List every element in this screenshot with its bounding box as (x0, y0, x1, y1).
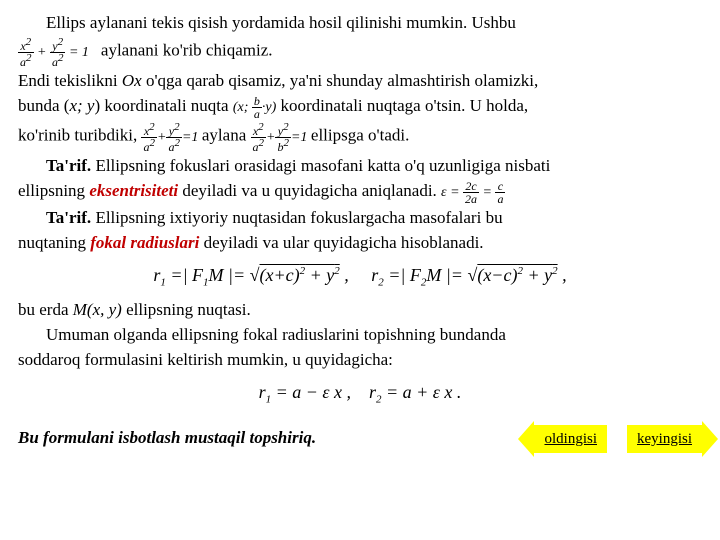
para-10: Umuman olganda ellipsning fokal radiusla… (18, 324, 702, 347)
para-1-line2: x2a2 + y2a2 = 1 aylanani ko'rib chiqamiz… (18, 37, 702, 68)
para-8: nuqtaning fokal radiuslari deyiladi va u… (18, 232, 702, 255)
eq-ecc: ε = 2c2a = ca (441, 185, 505, 200)
para-3: bunda (x; y) koordinatali nuqta (x; ba·y… (18, 95, 702, 120)
next-button[interactable]: keyingisi (627, 425, 702, 453)
para-1b: aylanani ko'rib chiqamiz. (101, 41, 273, 60)
eq-ellipse: x2a2+y2b2=1 (251, 130, 311, 145)
prev-button[interactable]: oldingisi (534, 425, 607, 453)
para-5: Ta'rif. Ellipsning fokuslari orasidagi m… (18, 155, 702, 178)
xy-var: x; y (69, 96, 94, 115)
tarif-1: Ta'rif. (46, 156, 91, 175)
para-9: bu erda M(x, y) ellipsning nuqtasi. (18, 299, 702, 322)
para-6: ellipsning eksentrisiteti deyiladi va u … (18, 180, 702, 205)
mxy-var: M(x, y) (73, 300, 122, 319)
nav-row: Bu formulani isbotlash mustaqil topshiri… (18, 425, 702, 453)
tarif-2: Ta'rif. (46, 208, 91, 227)
eksentrisitet: eksentrisiteti (89, 181, 178, 200)
fokal-radius: fokal radiuslari (90, 233, 199, 252)
para-7: Ta'rif. Ellipsning ixtiyoriy nuqtasidan … (18, 207, 702, 230)
formula-focal-simple: r1 = a − ε x , r2 = a + ε x . (18, 380, 702, 407)
prev-label: oldingisi (544, 429, 597, 449)
next-label: keyingisi (637, 429, 692, 449)
eq-circle: x2a2 + y2a2 = 1 (18, 45, 92, 60)
para-1a: Ellips aylanani tekis qisish yordamida h… (18, 12, 702, 35)
eq-map: (x; ba·y) (233, 100, 276, 115)
para-4: ko'rinib turibdiki, x2a2+y2a2=1 aylana x… (18, 122, 702, 153)
eq-circle-2: x2a2+y2a2=1 (141, 130, 201, 145)
task-text: Bu formulani isbotlash mustaqil topshiri… (18, 427, 514, 450)
para-11: soddaroq formulasini keltirish mumkin, u… (18, 349, 702, 372)
ox-var: Ox (122, 71, 142, 90)
para-2: Endi tekislikni Ox o'qga qarab qisamiz, … (18, 70, 702, 93)
formula-focal-radii: r1 =| F1M |= √(x+c)2 + y2 , r2 =| F2M |=… (18, 263, 702, 290)
